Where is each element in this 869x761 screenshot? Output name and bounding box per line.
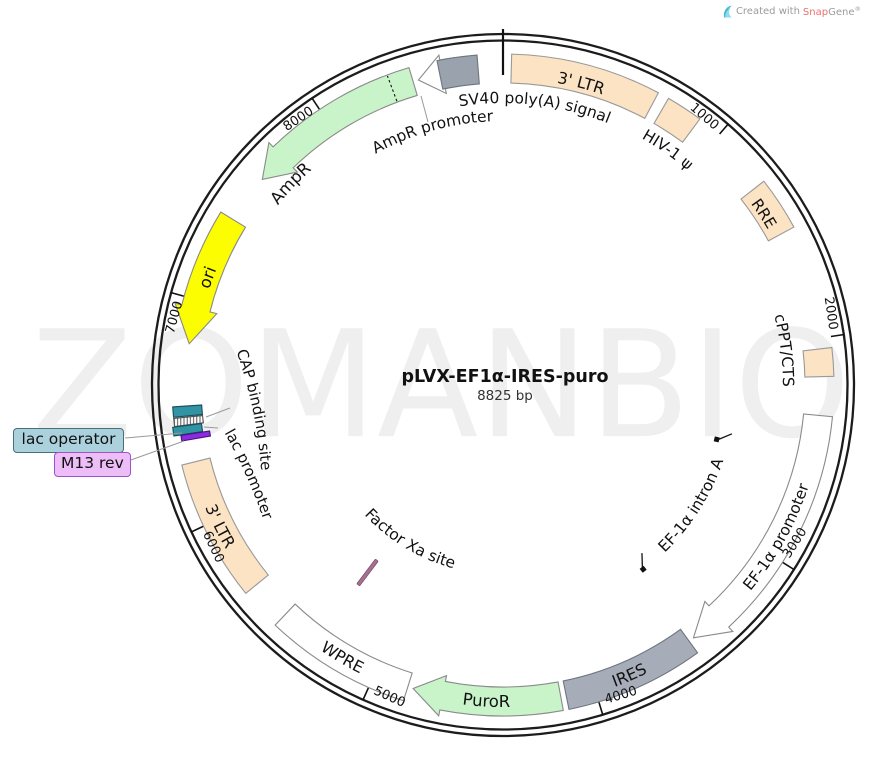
callout-leader-1 (127, 440, 185, 462)
feature-wpre[interactable] (274, 603, 413, 702)
feature-cppt-cts[interactable] (802, 346, 835, 378)
intron-boundary-marker-0 (713, 433, 733, 443)
leader-line-2 (420, 95, 429, 123)
tick-2000 (830, 333, 845, 338)
feature-label-cppt-cts: cPPT/CTS (770, 312, 797, 387)
leader-line-1 (203, 426, 219, 429)
snapgene-logo-icon (723, 5, 732, 18)
ampr-signal-boundary-dash (386, 75, 398, 102)
feature-cap-binding-site[interactable] (172, 404, 204, 418)
feature-ltr3-top[interactable] (510, 53, 660, 120)
tick-3000 (782, 561, 795, 571)
feature-ef1a-promoter[interactable] (692, 413, 834, 639)
feature-label-ef1a-intron-a: EF-1α intron A (655, 455, 728, 555)
tick-5000 (362, 687, 370, 701)
tick-6000 (190, 525, 204, 533)
tick-8000 (311, 97, 320, 110)
feature-ef1a-intron-a[interactable] (633, 430, 733, 573)
intron-boundary-marker-1 (639, 553, 647, 573)
callout-lac-operator-label: lac operator (21, 430, 116, 448)
snapgene-credit: Created with SnapGene® (722, 5, 861, 18)
registered-mark: ® (854, 5, 862, 13)
tick-label-2000: 2000 (821, 296, 841, 331)
title-block: pLVX-EF1α-IRES-puro 8825 bp (402, 367, 609, 404)
leader-line-0 (205, 407, 231, 418)
tick-1000 (718, 123, 730, 135)
feature-puror[interactable] (412, 674, 564, 717)
tick-7000 (170, 291, 184, 297)
feature-rre[interactable] (740, 180, 795, 242)
callout-leader-0 (124, 432, 183, 439)
feature-ires[interactable] (562, 628, 699, 711)
plasmid-name: pLVX-EF1α-IRES-puro (401, 367, 609, 387)
brand-gene: Gene (828, 7, 855, 18)
feature-factor-xa-site[interactable] (356, 559, 379, 586)
brand-snap: Snap (802, 7, 829, 18)
callout-lac-operator[interactable]: lac operator (13, 428, 124, 453)
feature-label-ampr-promoter: AmpR promoter (369, 107, 494, 157)
feature-lac-promoter[interactable] (173, 414, 204, 428)
plasmid-size: 8825 bp (477, 388, 533, 404)
feature-label-puror: PuroR (462, 690, 511, 711)
feature-m13-rev[interactable] (180, 430, 212, 442)
credit-text: Created with (735, 6, 800, 17)
callout-m13-rev[interactable]: M13 rev (54, 452, 131, 477)
tick-4000 (598, 702, 604, 716)
watermark: ZOMANBIO (31, 299, 851, 472)
feature-ori[interactable] (174, 211, 247, 345)
feature-ampr[interactable] (261, 66, 418, 181)
callout-m13-rev-label: M13 rev (61, 454, 124, 472)
feature-hiv1-psi[interactable] (653, 97, 701, 144)
feature-sv40-polya[interactable] (436, 54, 480, 90)
feature-ltr3-bottom[interactable] (181, 457, 270, 595)
